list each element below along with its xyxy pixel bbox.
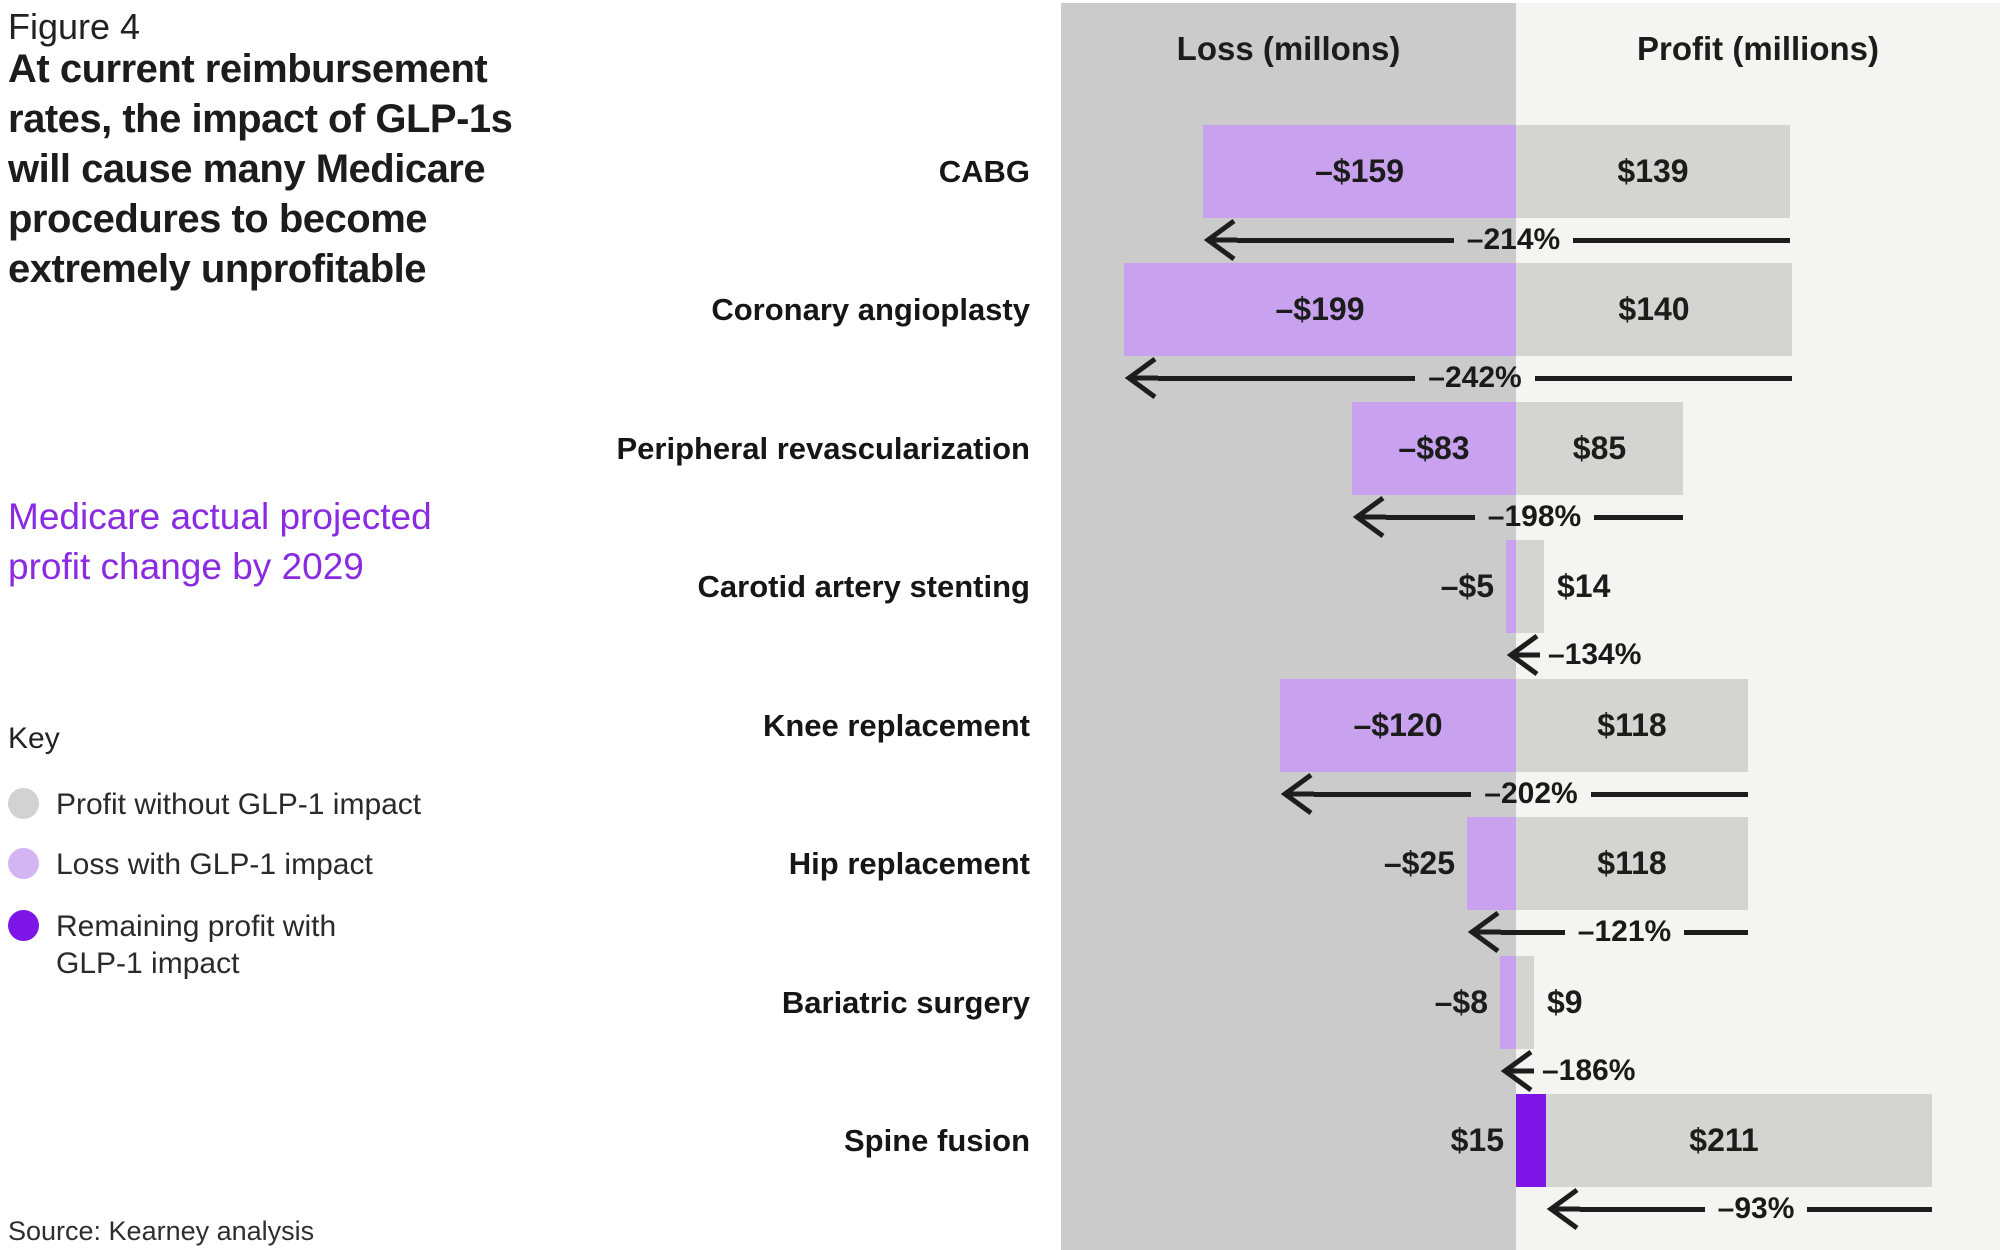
loss-value: –$159: [1315, 153, 1404, 189]
profit-value: $9: [1547, 984, 1583, 1020]
profit-value: $14: [1557, 568, 1611, 604]
arrow-line: [1386, 514, 1475, 520]
arrow-line: [1580, 1206, 1705, 1212]
arrow-line: [1594, 514, 1684, 520]
pct-label: –93%: [1717, 1192, 1795, 1225]
loss-bar: [1467, 817, 1516, 910]
legend-swatch-dark-purple-icon: [8, 910, 39, 941]
pct-label: –202%: [1484, 777, 1578, 810]
profit-value: $139: [1617, 153, 1689, 189]
pct-label: –134%: [1548, 638, 1642, 671]
profit-value: $118: [1597, 707, 1667, 743]
profit-bar: [1516, 817, 1748, 910]
left-arrowhead-icon: [1546, 1187, 1580, 1231]
arrow-line: [1590, 791, 1749, 797]
loss-column-header: Loss (millons): [1176, 30, 1401, 67]
left-arrowhead-icon: [1467, 910, 1501, 954]
profit-bar: [1516, 679, 1748, 772]
loss-bar: [1506, 540, 1516, 633]
loss-bar: [1280, 679, 1516, 772]
remaining-value: $15: [1450, 1122, 1504, 1158]
legend-item-label: Remaining profit with GLP-1 impact: [56, 910, 337, 980]
figure-subtitle: Medicare actual projected profit change …: [8, 496, 432, 587]
loss-value: –$83: [1398, 430, 1470, 466]
row-label: Knee replacement: [762, 707, 1030, 743]
arrow-line: [1314, 791, 1472, 797]
loss-bar: [1124, 263, 1516, 356]
pct-change-arrow: –214%: [1203, 218, 1791, 262]
legend-swatch-light-purple-icon: [8, 848, 39, 879]
loss-bar: [1203, 125, 1516, 218]
remaining-bar: [1516, 1094, 1546, 1187]
pct-change-arrow: –121%: [1467, 910, 1749, 954]
figure-title: At current reimbursement rates, the impa…: [8, 47, 513, 291]
row-label: CABG: [938, 153, 1030, 189]
left-arrowhead-icon: [1352, 495, 1386, 539]
pct-label: –214%: [1466, 223, 1561, 256]
pct-change-arrow: –202%: [1280, 772, 1749, 816]
arrow-line: [1237, 237, 1454, 243]
row-label: Carotid artery stenting: [697, 568, 1030, 604]
loss-bar: [1500, 956, 1516, 1049]
profit-value: $211: [1689, 1122, 1759, 1158]
figure-label: Figure 4: [8, 6, 141, 47]
legend-heading: Key: [8, 722, 60, 755]
row-label: Spine fusion: [844, 1122, 1030, 1158]
pct-label: –242%: [1428, 361, 1522, 394]
legend-item-remaining-profit: Remaining profit with GLP-1 impact: [8, 908, 336, 982]
left-arrowhead-icon: [1280, 772, 1314, 816]
profit-bar: [1516, 263, 1792, 356]
pct-label: –198%: [1487, 500, 1582, 533]
arrow-line: [1501, 929, 1565, 935]
row-label: Hip replacement: [788, 845, 1030, 881]
profit-bar: [1516, 125, 1790, 218]
loss-value: –$199: [1275, 291, 1365, 327]
pct-change-arrow: –93%: [1546, 1187, 1933, 1231]
profit-bar: [1516, 1094, 1932, 1187]
pct-change-arrow: –134%: [1506, 633, 1641, 677]
pct-change-arrow: –186%: [1500, 1049, 1635, 1093]
legend-item-label: Profit without GLP-1 impact: [56, 788, 422, 821]
loss-value: –$25: [1383, 845, 1455, 881]
loss-value: –$120: [1353, 707, 1443, 743]
legend-item-loss-with-impact: Loss with GLP-1 impact: [8, 846, 373, 883]
profit-value: $140: [1618, 291, 1690, 327]
profit-column-header: Profit (millions): [1637, 30, 1879, 67]
row-label: Coronary angioplasty: [711, 291, 1030, 327]
row-label: Bariatric surgery: [781, 984, 1030, 1020]
loss-bar: [1352, 402, 1516, 495]
source-note: Source: Kearney analysis: [8, 1216, 315, 1246]
profit-value: $118: [1597, 845, 1667, 881]
arrow-line: [1573, 237, 1791, 243]
loss-value: –$5: [1440, 568, 1494, 604]
loss-value: –$8: [1434, 984, 1488, 1020]
left-arrowhead-icon: [1500, 1049, 1534, 1093]
profit-value: $85: [1572, 430, 1627, 466]
arrow-line: [1684, 929, 1749, 935]
arrow-line: [1158, 375, 1416, 381]
arrow-line: [1534, 375, 1793, 381]
row-label: Peripheral revascularization: [616, 430, 1030, 466]
left-arrowhead-icon: [1124, 356, 1158, 400]
legend-swatch-gray-icon: [8, 788, 39, 819]
legend-item-label: Loss with GLP-1 impact: [56, 848, 373, 881]
profit-bar: [1516, 540, 1544, 633]
pct-change-arrow: –242%: [1124, 356, 1793, 400]
profit-bar: [1516, 402, 1683, 495]
left-arrowhead-icon: [1203, 218, 1237, 262]
arrow-line: [1807, 1206, 1933, 1212]
pct-label: –186%: [1542, 1054, 1636, 1087]
left-arrowhead-icon: [1506, 633, 1540, 677]
legend-item-profit-without-impact: Profit without GLP-1 impact: [8, 786, 421, 823]
profit-bar: [1516, 956, 1534, 1049]
pct-change-arrow: –198%: [1352, 495, 1684, 539]
pct-label: –121%: [1577, 915, 1672, 948]
